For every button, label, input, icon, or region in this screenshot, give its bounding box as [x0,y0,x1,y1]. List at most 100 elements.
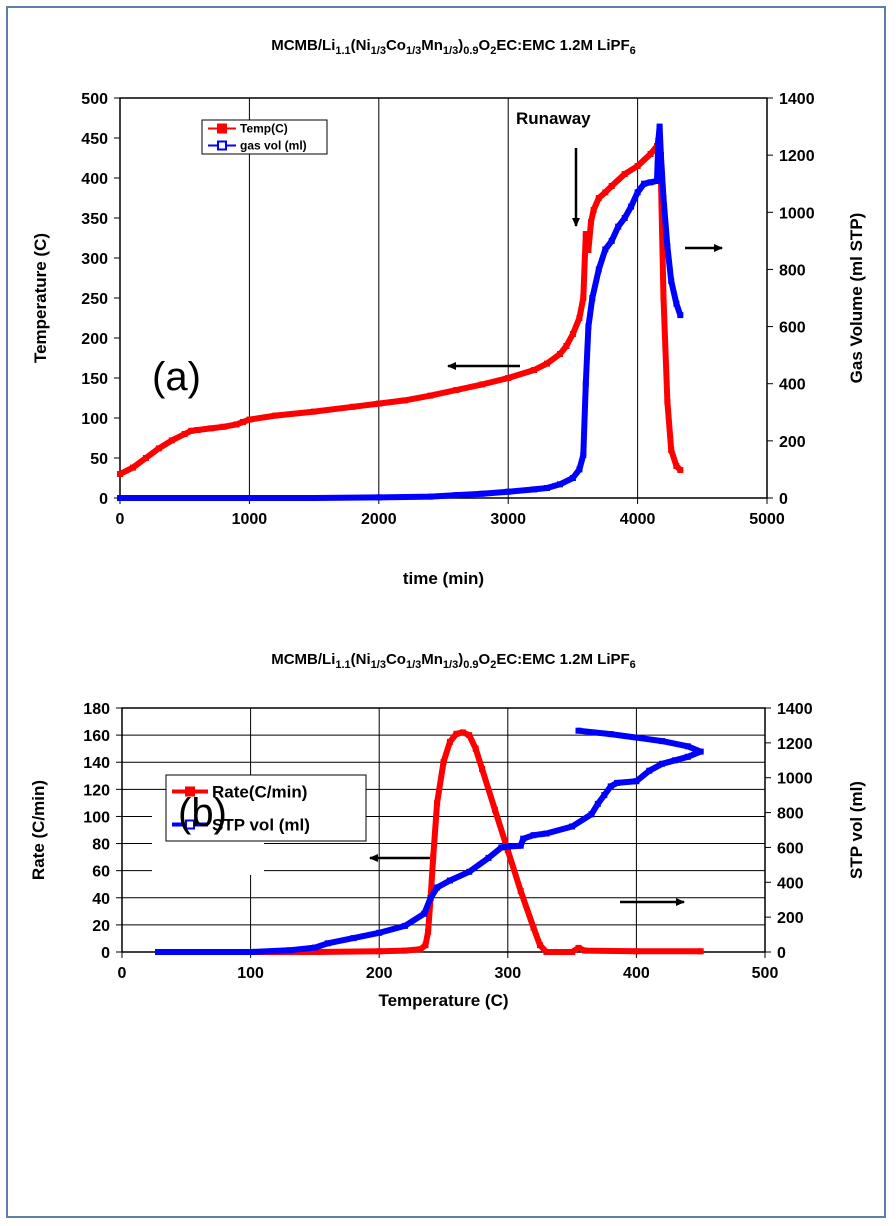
title-subscript: 1/3 [443,659,458,671]
data-point [664,399,671,405]
y-tick-label: 100 [81,411,108,428]
title-part: O [479,651,491,668]
data-point [324,940,331,947]
y-tick-label: 160 [83,728,110,745]
series-line [117,123,684,501]
legend-label: gas vol (ml) [240,139,307,153]
y-tick-label: 300 [81,251,108,268]
data-point [505,375,512,381]
data-point [531,486,538,493]
data-point [427,392,434,399]
y2-tick-label: 200 [777,910,804,927]
data-point [557,351,563,357]
y2-tick-label: 0 [779,491,788,508]
data-point [350,935,357,942]
data-point [531,367,538,373]
data-point [446,738,453,745]
data-point [517,842,524,849]
y2-axis-label: Gas Volume (ml STP) [847,213,866,384]
data-point [440,759,447,766]
data-point [544,360,550,367]
data-point [417,946,424,953]
data-point [246,416,253,423]
y2-axis-label: STP vol (ml) [847,781,866,879]
data-point [504,843,511,850]
data-point [181,495,188,501]
data-point [673,463,680,469]
y-tick-label: 450 [81,131,108,148]
data-point [684,743,691,750]
data-point [595,195,602,201]
legend-label: Rate(C/min) [212,783,307,802]
y-tick-label: 50 [90,451,108,468]
legend-swatch-marker [185,786,195,797]
y-tick-label: 140 [83,755,110,772]
data-point [589,295,596,301]
title-part: (Ni [351,37,371,54]
data-point [142,455,149,461]
y2-tick-label: 600 [779,320,806,337]
data-point [155,949,161,955]
data-point [582,380,589,387]
data-point [505,488,512,495]
data-point [537,942,543,949]
panel-label: (a) [152,355,201,399]
data-point [654,177,660,184]
data-point [697,748,704,755]
data-point [129,464,136,471]
y2-tick-label: 1000 [779,205,815,222]
y-tick-label: 100 [83,809,110,826]
series-left [228,729,704,955]
data-point [601,792,608,799]
data-point [590,207,597,213]
title-subscript: 2 [490,45,496,57]
figure-frame [6,6,886,1218]
data-point [557,481,563,488]
y-tick-label: 120 [83,782,110,799]
legend-label: STP vol (ml) [212,816,310,835]
legend: Rate(C/min) STP vol (ml) [165,774,367,842]
data-point [569,331,576,337]
legend-swatch-marker [217,123,227,134]
data-point [575,944,582,951]
data-point [479,766,486,772]
data-point [634,189,641,196]
data-point [485,854,492,861]
y-tick-label: 80 [92,837,110,854]
data-point [479,490,486,497]
title-part: (Ni [351,651,371,668]
title-part: EC:EMC 1.2M LiPF [496,651,629,668]
data-point [220,423,227,430]
data-point [434,884,441,891]
data-point [239,419,246,425]
y2-tick-label: 1400 [779,91,815,108]
data-point [660,195,667,201]
data-point [602,246,609,253]
data-point [401,947,408,954]
data-point [628,203,635,210]
legend-box [165,774,367,842]
data-point [434,799,441,806]
x-tick-label: 200 [366,965,393,982]
data-point [233,421,240,428]
title-subscript: 1/3 [443,45,458,57]
data-point [311,944,318,951]
data-point [188,427,195,434]
x-axis-label: time (min) [403,569,484,588]
data-point [479,381,486,388]
data-point [209,949,215,955]
x-tick-label: 100 [237,965,264,982]
data-point [543,949,550,955]
data-point [427,895,434,901]
data-point [585,247,592,253]
data-point [498,844,505,851]
data-point [684,753,691,760]
data-point [608,237,615,244]
y-tick-label: 60 [92,864,110,881]
data-point [607,731,614,738]
series-right [155,727,704,955]
y-tick-label: 180 [83,701,110,718]
data-point [575,727,582,734]
data-point [595,266,602,273]
series-right [117,123,684,501]
